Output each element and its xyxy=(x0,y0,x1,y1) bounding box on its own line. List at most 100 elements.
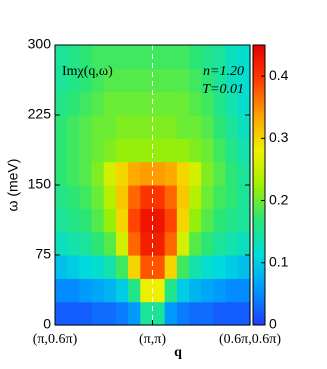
heatmap-cell xyxy=(237,278,251,303)
heatmap-cell xyxy=(164,185,178,209)
heatmap-cell xyxy=(176,68,190,93)
heatmap-cell xyxy=(103,68,117,93)
heatmap-cell xyxy=(164,68,178,93)
heatmap-cell xyxy=(67,255,80,279)
heatmap-cell xyxy=(140,278,154,303)
heatmap-cell xyxy=(115,91,129,116)
heatmap-cell xyxy=(91,161,105,186)
heatmap-cell xyxy=(201,91,215,116)
heatmap-cell xyxy=(201,231,215,256)
heatmap-cell xyxy=(91,185,105,209)
heatmap-cell xyxy=(225,231,239,256)
annotation: n=1.20 xyxy=(203,64,244,79)
heatmap-cell xyxy=(213,138,227,163)
y-tick-label: 150 xyxy=(28,176,52,192)
heatmap-cell xyxy=(128,161,141,186)
heatmap-cell xyxy=(237,185,251,209)
heatmap-cell xyxy=(176,45,190,69)
heatmap-cell xyxy=(189,45,202,69)
y-tick-label: 0 xyxy=(43,316,51,332)
heatmap-cell xyxy=(164,255,178,279)
heatmap-cell xyxy=(55,185,68,209)
colorbar-tick-label: 0.4 xyxy=(269,67,289,83)
heatmap-cell xyxy=(91,68,105,93)
heatmap-cell xyxy=(91,45,105,69)
heatmap-cell xyxy=(189,68,202,93)
y-tick-label: 300 xyxy=(28,36,52,52)
heatmap-cell xyxy=(152,278,166,303)
heatmap-cell xyxy=(55,301,68,326)
heatmap-cell xyxy=(67,231,80,256)
heatmap-cell xyxy=(115,185,129,209)
heatmap-cell xyxy=(103,185,117,209)
x-tick-label: (0.6π,0.6π) xyxy=(219,332,281,347)
heatmap-cell xyxy=(79,115,93,139)
heatmap-cell xyxy=(213,45,227,69)
heatmap-cell xyxy=(189,255,202,279)
heatmap-cell xyxy=(91,255,105,279)
heatmap-cell xyxy=(164,231,178,256)
heatmap-cell xyxy=(201,185,215,209)
heatmap-cell xyxy=(152,138,166,163)
heatmap-cell xyxy=(55,161,68,186)
heatmap-cell xyxy=(55,208,68,233)
heatmap-cell xyxy=(201,278,215,303)
heatmap-cell xyxy=(225,208,239,233)
heatmap-cell xyxy=(128,301,141,326)
heatmap-cell xyxy=(140,185,154,209)
heatmap-cell xyxy=(164,45,178,69)
heatmap-cell xyxy=(152,68,166,93)
heatmap-cell xyxy=(176,115,190,139)
colorbar xyxy=(252,44,266,326)
annotation: T=0.01 xyxy=(202,82,244,97)
heatmap-cell xyxy=(201,68,215,93)
heatmap-cell xyxy=(189,301,202,326)
heatmap-cell xyxy=(152,301,166,326)
heatmap-cell xyxy=(91,91,105,116)
heatmap-cell xyxy=(55,45,68,69)
heatmap-cell xyxy=(225,115,239,139)
heatmap-cell xyxy=(140,255,154,279)
heatmap-cell xyxy=(201,161,215,186)
heatmap-cell xyxy=(225,301,239,326)
heatmap-cell xyxy=(189,115,202,139)
heatmap-cell xyxy=(225,278,239,303)
heatmap-cell xyxy=(140,138,154,163)
x-tick-label: (π,π) xyxy=(139,332,166,347)
heatmap-cell xyxy=(176,278,190,303)
heatmap-cell xyxy=(55,278,68,303)
heatmap-cell xyxy=(91,231,105,256)
heatmap-cell xyxy=(201,138,215,163)
heatmap-cell xyxy=(115,45,129,69)
heatmap-cell xyxy=(140,91,154,116)
heatmap-cell xyxy=(213,68,227,93)
heatmap-cell xyxy=(225,138,239,163)
heatmap-cell xyxy=(213,208,227,233)
heatmap-cell xyxy=(176,208,190,233)
heatmap-cell xyxy=(128,68,141,93)
heatmap-cell xyxy=(140,68,154,93)
heatmap-cell xyxy=(152,231,166,256)
heatmap-cell xyxy=(237,231,251,256)
heatmap-cell xyxy=(103,208,117,233)
heatmap-cell xyxy=(91,115,105,139)
heatmap-cell xyxy=(201,208,215,233)
heatmap-cell xyxy=(67,301,80,326)
colorbar-tick-label: 0.2 xyxy=(269,191,289,207)
heatmap-cell xyxy=(140,231,154,256)
heatmap-cell xyxy=(128,138,141,163)
heatmap-cell xyxy=(176,301,190,326)
heatmap-cell xyxy=(213,185,227,209)
heatmap-cell xyxy=(237,115,251,139)
heatmap-cell xyxy=(128,115,141,139)
heatmap-cell xyxy=(201,301,215,326)
heatmap-cell xyxy=(79,255,93,279)
heatmap-cell xyxy=(140,45,154,69)
heatmap-cell xyxy=(115,68,129,93)
heatmap-cell xyxy=(79,278,93,303)
heatmap-cell xyxy=(201,255,215,279)
heatmap-cell xyxy=(213,161,227,186)
heatmap-cell xyxy=(213,115,227,139)
heatmap-cell xyxy=(115,115,129,139)
heatmap-cell xyxy=(213,231,227,256)
